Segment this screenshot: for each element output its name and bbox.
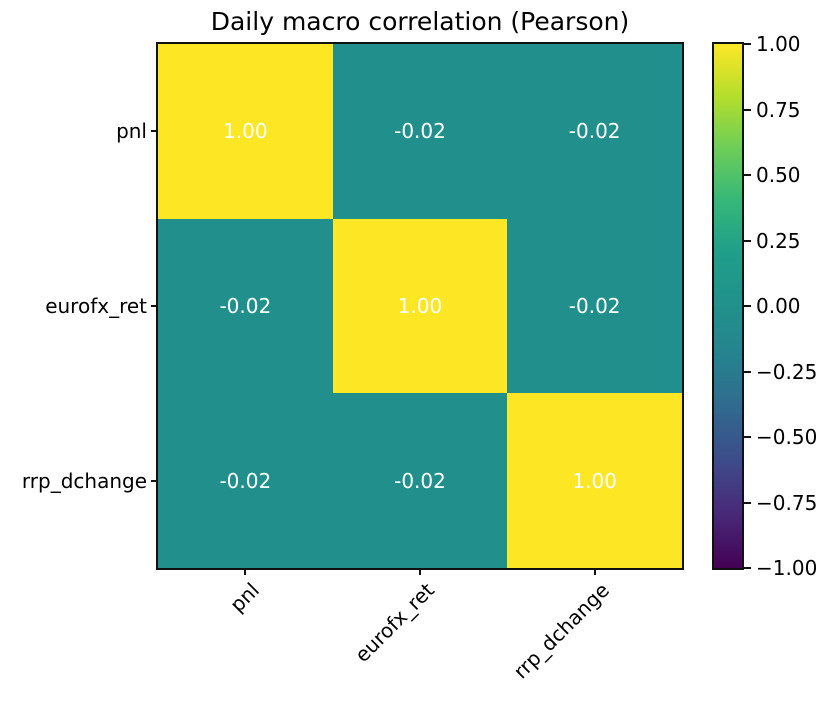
colorbar-tick-mark — [744, 43, 751, 45]
heatmap-cell: -0.02 — [332, 44, 508, 219]
colorbar-tick-mark — [744, 239, 751, 242]
heatmap-plot-area: 1.00 -0.02 -0.02 -0.02 1.00 -0.02 -0.02 -0.02 1.… — [156, 42, 684, 570]
y-tick-label: rrp_dchange — [21, 468, 147, 493]
y-tick-mark — [151, 130, 158, 133]
colorbar-tick-mark — [744, 370, 751, 373]
chart-title: Daily macro correlation (Pearson) — [210, 7, 630, 36]
colorbar — [712, 42, 744, 570]
x-tick-label: rrp_dchange — [508, 578, 614, 684]
y-tick-label: pnl — [116, 119, 147, 144]
y-tick-mark — [151, 479, 158, 482]
colorbar-tick-label: −1.00 — [756, 556, 818, 580]
colorbar-tick-label: 0.50 — [756, 163, 801, 187]
x-tick-mark — [244, 568, 247, 575]
heatmap-cell: -0.02 — [158, 218, 333, 394]
x-tick-mark — [419, 568, 421, 575]
heatmap-cell: 1.00 — [507, 393, 682, 568]
colorbar-tick-mark — [744, 567, 751, 569]
colorbar-tick-mark — [744, 436, 751, 438]
x-tick-mark — [593, 568, 596, 575]
heatmap-cell: -0.02 — [507, 44, 682, 219]
colorbar-tick-label: −0.50 — [756, 425, 818, 449]
heatmap-cell: -0.02 — [158, 393, 333, 568]
colorbar-tick-label: −0.75 — [756, 490, 818, 515]
colorbar-tick-mark — [744, 108, 751, 111]
heatmap-cell: -0.02 — [507, 218, 682, 394]
x-tick-label: pnl — [225, 578, 265, 617]
heatmap-cell: -0.02 — [332, 393, 508, 568]
heatmap-cell: 1.00 — [158, 44, 333, 219]
x-tick-label: eurofx_ret — [350, 578, 439, 667]
colorbar-tick-label: 1.00 — [756, 32, 801, 56]
colorbar-tick-label: 0.00 — [756, 294, 801, 318]
heatmap-cell: 1.00 — [332, 218, 508, 394]
colorbar-tick-label: 0.75 — [756, 97, 801, 122]
colorbar-tick-mark — [744, 501, 751, 504]
colorbar-tick-mark — [744, 305, 751, 307]
colorbar-tick-mark — [744, 174, 751, 176]
y-tick-label: eurofx_ret — [45, 294, 147, 318]
y-tick-mark — [151, 305, 158, 307]
colorbar-tick-label: −0.25 — [756, 359, 818, 384]
colorbar-tick-label: 0.25 — [756, 228, 801, 253]
